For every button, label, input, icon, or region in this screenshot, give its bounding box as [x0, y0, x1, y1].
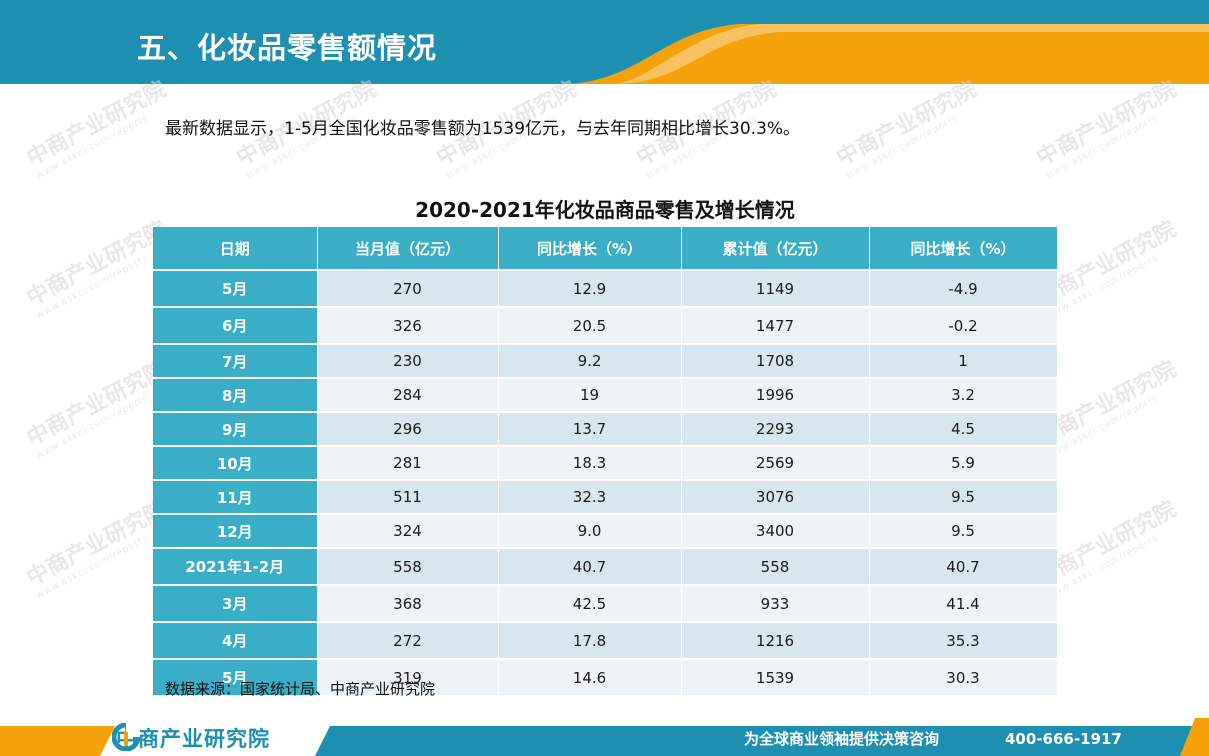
header-background — [0, 0, 1209, 84]
column-header-date: 日期 — [153, 227, 318, 271]
monthly-value-cell: 270 — [317, 270, 499, 308]
cumulative-growth-cell: 5.9 — [869, 446, 1058, 481]
monthly-value-cell: 368 — [317, 585, 499, 623]
cumulative-growth-cell: 35.3 — [869, 622, 1058, 660]
column-header-monthly-value: 当月值（亿元） — [317, 227, 499, 271]
monthly-value-cell: 272 — [317, 622, 499, 660]
company-logo: 中商产业研究院 — [112, 723, 270, 753]
cumulative-value-cell: 3400 — [681, 514, 870, 549]
table-row: 11月 511 32.3 3076 9.5 — [153, 480, 1058, 515]
cumulative-value-cell: 1477 — [681, 307, 870, 345]
cumulative-value-cell: 1149 — [681, 270, 870, 308]
column-header-cumulative-growth: 同比增长（%） — [869, 227, 1058, 271]
date-cell: 11月 — [153, 480, 318, 515]
cumulative-growth-cell: 30.3 — [869, 659, 1058, 697]
date-cell: 6月 — [153, 307, 318, 345]
date-cell: 12月 — [153, 514, 318, 549]
date-cell: 7月 — [153, 344, 318, 379]
footer-banner: 中商产业研究院 为全球商业领袖提供决策咨询 400-666-1917 — [0, 718, 1209, 756]
monthly-growth-cell: 20.5 — [498, 307, 682, 345]
monthly-value-cell: 324 — [317, 514, 499, 549]
monthly-growth-cell: 32.3 — [498, 480, 682, 515]
cumulative-growth-cell: 9.5 — [869, 480, 1058, 515]
monthly-growth-cell: 17.8 — [498, 622, 682, 660]
cumulative-growth-cell: 3.2 — [869, 378, 1058, 413]
monthly-value-cell: 511 — [317, 480, 499, 515]
logo-text: 中商产业研究院 — [116, 727, 270, 751]
cumulative-value-cell: 3076 — [681, 480, 870, 515]
table-row: 2021年1-2月 558 40.7 558 40.7 — [153, 548, 1058, 586]
cumulative-value-cell: 933 — [681, 585, 870, 623]
table-row: 4月 272 17.8 1216 35.3 — [153, 622, 1058, 660]
monthly-growth-cell: 13.7 — [498, 412, 682, 447]
table-row: 7月 230 9.2 1708 1 — [153, 344, 1058, 379]
monthly-value-cell: 558 — [317, 548, 499, 586]
footer-phone: 400-666-1917 — [1005, 730, 1122, 748]
date-cell: 2021年1-2月 — [153, 548, 318, 586]
table-title: 2020-2021年化妆品商品零售及增长情况 — [415, 198, 795, 222]
cumulative-growth-cell: -4.9 — [869, 270, 1058, 308]
cumulative-growth-cell: 41.4 — [869, 585, 1058, 623]
monthly-growth-cell: 12.9 — [498, 270, 682, 308]
footer-background — [0, 718, 1209, 756]
monthly-growth-cell: 40.7 — [498, 548, 682, 586]
cumulative-value-cell: 1708 — [681, 344, 870, 379]
date-cell: 10月 — [153, 446, 318, 481]
cumulative-value-cell: 1216 — [681, 622, 870, 660]
table-row: 6月 326 20.5 1477 -0.2 — [153, 307, 1058, 345]
logo-icon — [112, 723, 140, 751]
cumulative-growth-cell: 4.5 — [869, 412, 1058, 447]
monthly-value-cell: 319 — [317, 659, 499, 697]
monthly-growth-cell: 9.0 — [498, 514, 682, 549]
monthly-growth-cell: 18.3 — [498, 446, 682, 481]
table-row: 10月 281 18.3 2569 5.9 — [153, 446, 1058, 481]
data-source: 数据来源：国家统计局、中商产业研究院 — [165, 680, 436, 698]
monthly-value-cell: 230 — [317, 344, 499, 379]
column-header-cumulative-value: 累计值（亿元） — [681, 227, 870, 271]
monthly-growth-cell: 14.6 — [498, 659, 682, 697]
cumulative-growth-cell: -0.2 — [869, 307, 1058, 345]
table-row: 5月 319 14.6 1539 30.3 — [153, 659, 1058, 697]
table-row: 3月 368 42.5 933 41.4 — [153, 585, 1058, 623]
date-cell: 3月 — [153, 585, 318, 623]
table-header-row: 日期 当月值（亿元） 同比增长（%） 累计值（亿元） 同比增长（%） — [153, 227, 1058, 271]
cumulative-value-cell: 1539 — [681, 659, 870, 697]
column-header-monthly-growth: 同比增长（%） — [498, 227, 682, 271]
table-row: 12月 324 9.0 3400 9.5 — [153, 514, 1058, 549]
date-cell: 5月 — [153, 659, 318, 697]
cumulative-value-cell: 2293 — [681, 412, 870, 447]
table-row: 5月 270 12.9 1149 -4.9 — [153, 270, 1058, 308]
header-banner: 五、化妆品零售额情况 — [0, 0, 1209, 84]
date-cell: 9月 — [153, 412, 318, 447]
date-cell: 4月 — [153, 622, 318, 660]
cumulative-growth-cell: 9.5 — [869, 514, 1058, 549]
monthly-value-cell: 326 — [317, 307, 499, 345]
retail-table: 日期 当月值（亿元） 同比增长（%） 累计值（亿元） 同比增长（%） 5月 27… — [153, 227, 1058, 697]
date-cell: 5月 — [153, 270, 318, 308]
cumulative-value-cell: 2569 — [681, 446, 870, 481]
cumulative-growth-cell: 1 — [869, 344, 1058, 379]
monthly-value-cell: 281 — [317, 446, 499, 481]
footer-slogan: 为全球商业领袖提供决策咨询 — [744, 730, 940, 748]
date-cell: 8月 — [153, 378, 318, 413]
cumulative-growth-cell: 40.7 — [869, 548, 1058, 586]
monthly-growth-cell: 9.2 — [498, 344, 682, 379]
cumulative-value-cell: 558 — [681, 548, 870, 586]
monthly-value-cell: 284 — [317, 378, 499, 413]
monthly-growth-cell: 42.5 — [498, 585, 682, 623]
monthly-value-cell: 296 — [317, 412, 499, 447]
table-row: 9月 296 13.7 2293 4.5 — [153, 412, 1058, 447]
intro-text: 最新数据显示，1-5月全国化妆品零售额为1539亿元，与去年同期相比增长30.3… — [165, 119, 801, 139]
page-title: 五、化妆品零售额情况 — [137, 31, 438, 65]
monthly-growth-cell: 19 — [498, 378, 682, 413]
table-row: 8月 284 19 1996 3.2 — [153, 378, 1058, 413]
cumulative-value-cell: 1996 — [681, 378, 870, 413]
